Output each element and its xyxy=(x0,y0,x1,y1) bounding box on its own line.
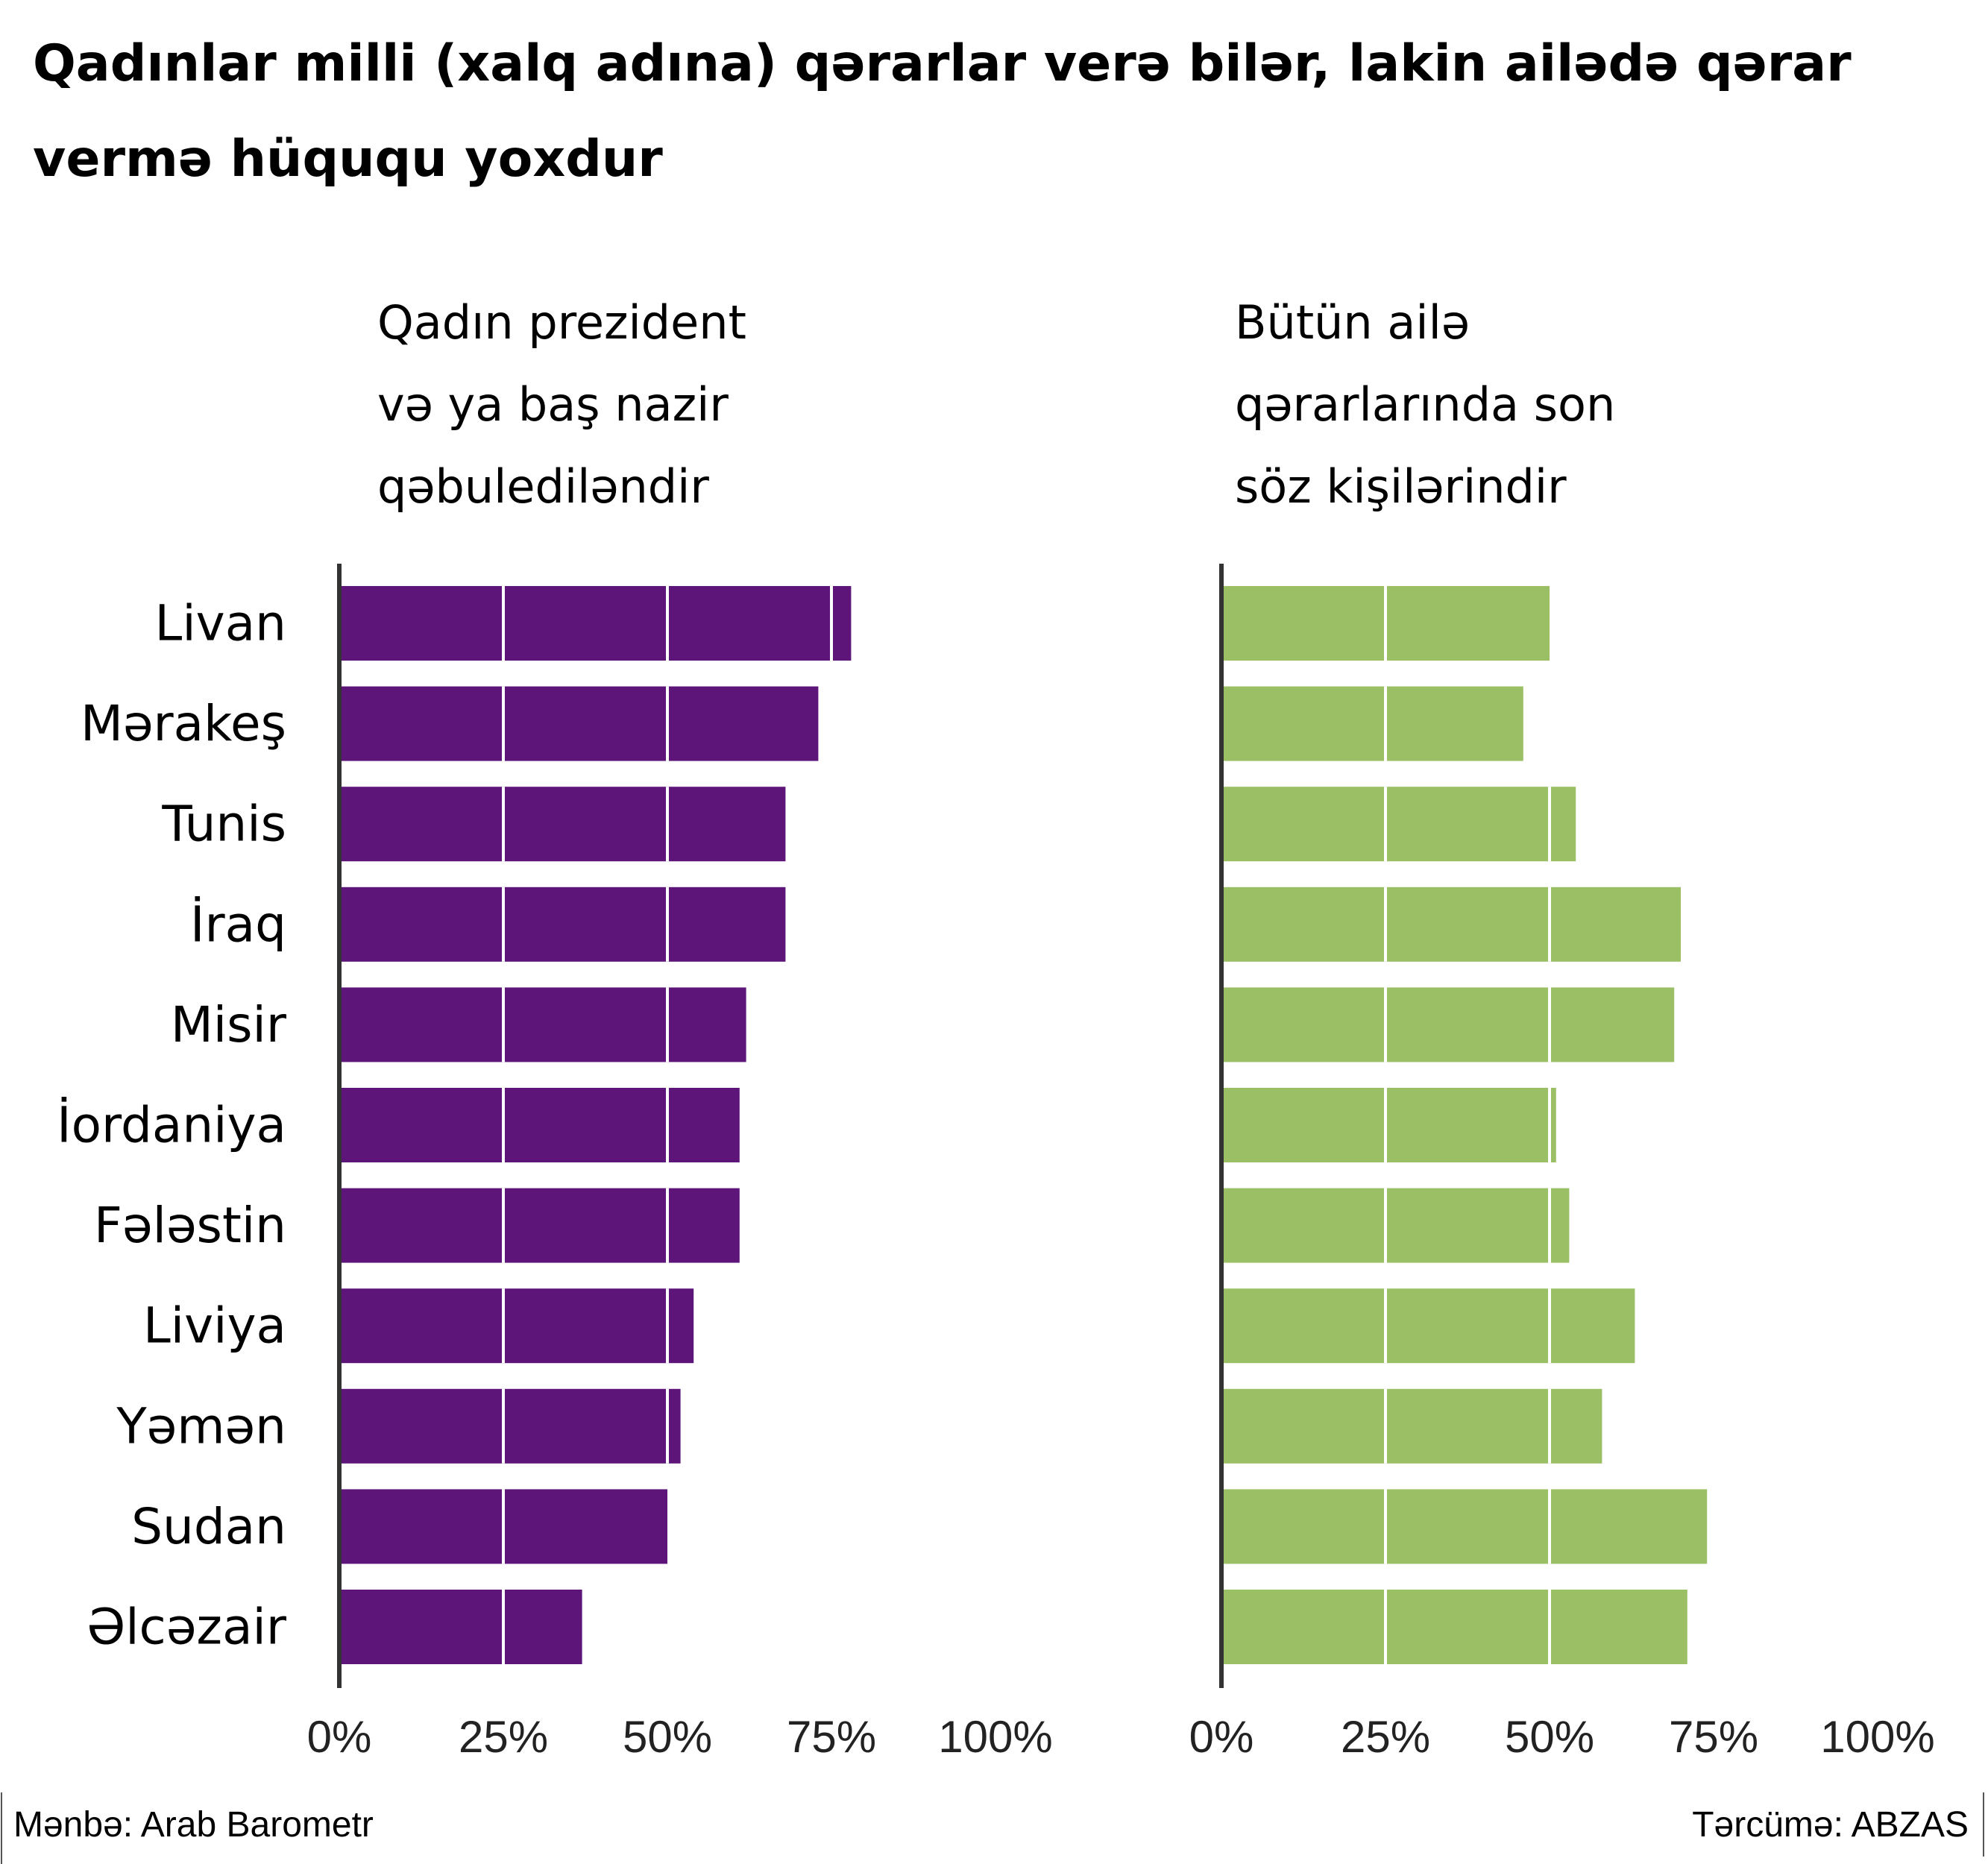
left-bar-1 xyxy=(339,686,819,761)
category-label-8: Yəmən xyxy=(116,1397,286,1455)
chart-title: Qadınlar milli (xalq adına) qərarlar ver… xyxy=(33,34,1852,189)
left-bar-8 xyxy=(339,1388,681,1464)
translation-credit: Tərcümə: ABZAS xyxy=(1692,1805,1969,1845)
left-bar-3 xyxy=(339,887,786,962)
category-label-10: Əlcəzair xyxy=(86,1599,287,1656)
right-bar-4 xyxy=(1221,987,1675,1062)
category-label-2: Tunis xyxy=(161,796,286,853)
left-bar-5 xyxy=(339,1088,740,1162)
right-tick-label-1: 25% xyxy=(1341,1712,1430,1762)
left-bar-10 xyxy=(339,1590,582,1664)
left-bar-4 xyxy=(339,987,746,1062)
category-label-4: Misir xyxy=(171,996,287,1054)
category-label-9: Sudan xyxy=(131,1498,286,1555)
category-label-6: Fələstin xyxy=(94,1197,286,1254)
left-tick-label-1: 25% xyxy=(459,1712,548,1762)
left-tick-label-4: 100% xyxy=(938,1712,1052,1762)
left-bar-7 xyxy=(339,1288,694,1364)
right-bar-3 xyxy=(1221,887,1681,962)
category-label-1: Mərakeş xyxy=(81,695,286,752)
left-panel-title: Qadın prezident və ya baş nazir qəbuledi… xyxy=(377,295,746,514)
right-tick-label-2: 50% xyxy=(1505,1712,1594,1762)
category-label-0: Livan xyxy=(155,595,286,652)
left-bar-0 xyxy=(339,586,852,661)
right-bar-7 xyxy=(1221,1288,1635,1364)
category-label-3: İraq xyxy=(190,895,286,953)
left-bar-2 xyxy=(339,787,786,862)
right-bar-6 xyxy=(1221,1188,1570,1263)
right-bar-1 xyxy=(1221,686,1523,761)
right-bar-8 xyxy=(1221,1388,1602,1464)
right-bar-5 xyxy=(1221,1088,1556,1162)
right-bar-9 xyxy=(1221,1489,1708,1564)
left-tick-label-2: 50% xyxy=(623,1712,712,1762)
source-note: Mənbə: Arab Barometr xyxy=(13,1805,374,1845)
right-tick-label-0: 0% xyxy=(1189,1712,1254,1762)
right-bar-10 xyxy=(1221,1590,1687,1664)
left-bar-6 xyxy=(339,1188,740,1263)
left-tick-label-3: 75% xyxy=(787,1712,876,1762)
left-tick-label-0: 0% xyxy=(307,1712,372,1762)
category-label-7: Liviya xyxy=(143,1297,286,1355)
right-tick-label-4: 100% xyxy=(1820,1712,1934,1762)
category-label-5: İordaniya xyxy=(57,1097,286,1154)
right-panel-title: Bütün ailə qərarlarında son söz kişiləri… xyxy=(1235,295,1616,514)
right-tick-label-3: 75% xyxy=(1669,1712,1758,1762)
right-bar-2 xyxy=(1221,787,1576,862)
